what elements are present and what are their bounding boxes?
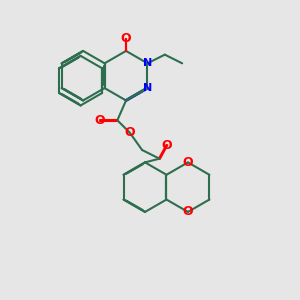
Text: O: O	[162, 139, 172, 152]
Text: O: O	[183, 156, 193, 169]
Text: O: O	[121, 32, 131, 45]
Text: N: N	[143, 58, 152, 68]
Text: N: N	[143, 83, 152, 93]
Text: O: O	[124, 126, 135, 139]
Text: O: O	[95, 114, 105, 127]
Text: O: O	[183, 206, 193, 218]
